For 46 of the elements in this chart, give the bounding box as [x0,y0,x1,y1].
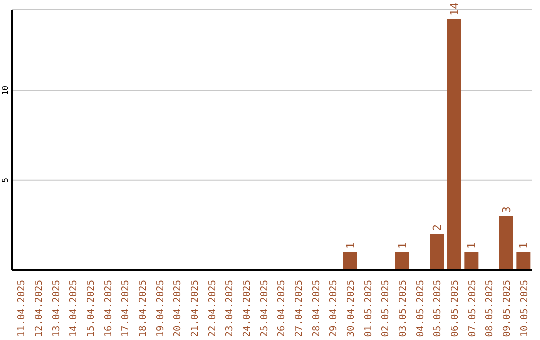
x-tick-label: 22.04.2025 [207,280,218,338]
x-tick-label: 12.04.2025 [34,280,45,338]
x-tick-label: 02.05.2025 [380,280,392,338]
x-tick-label: 17.04.2025 [120,280,132,338]
x-tick-label: 25.04.2025 [259,280,270,338]
x-tick-label: 04.05.2025 [415,280,426,338]
bar [447,18,462,270]
x-tick-label: 23.04.2025 [224,280,236,338]
x-tick-label: 15.04.2025 [86,280,97,338]
x-tick-label: 19.04.2025 [155,280,166,338]
x-tick-label: 05.05.2025 [432,280,444,338]
x-tick-label: 30.04.2025 [346,280,357,338]
x-tick-label: 24.04.2025 [242,280,253,338]
x-tick-label: 28.04.2025 [311,280,322,338]
x-tick-label: 26.04.2025 [276,280,288,338]
bar [499,216,514,270]
x-tick-label: 09.05.2025 [502,280,513,338]
y-tick-label: 5 [1,178,10,183]
x-tick-label: 06.05.2025 [450,280,461,338]
bar [395,252,410,270]
x-tick-label: 08.05.2025 [484,280,496,338]
x-tick-label: 11.04.2025 [16,280,28,338]
data-label: 14 [448,2,462,16]
data-label: 1 [396,242,410,250]
x-tick-label: 10.05.2025 [519,280,530,338]
x-tick-label: 20.04.2025 [172,280,184,338]
data-label: 3 [500,206,514,214]
x-tick-label: 03.05.2025 [398,280,409,338]
data-label: 1 [344,242,358,250]
x-tick-label: 01.05.2025 [363,280,374,338]
bar [464,252,479,270]
x-tick-label: 27.04.2025 [294,280,305,338]
data-label: 2 [431,224,444,232]
y-tick-label: 10 [1,86,10,96]
x-tick-label: 16.04.2025 [103,280,114,338]
x-tick-label: 29.04.2025 [328,280,340,338]
data-label: 1 [518,242,531,250]
x-tick-label: 07.05.2025 [467,280,478,338]
bar [430,234,444,270]
bar [343,252,358,270]
x-tick-label: 14.04.2025 [68,280,80,338]
x-tick-label: 13.04.2025 [51,280,62,338]
bar [516,252,531,270]
x-tick-label: 18.04.2025 [138,280,149,338]
x-tick-label: 21.04.2025 [190,280,201,338]
data-label: 1 [466,242,479,250]
